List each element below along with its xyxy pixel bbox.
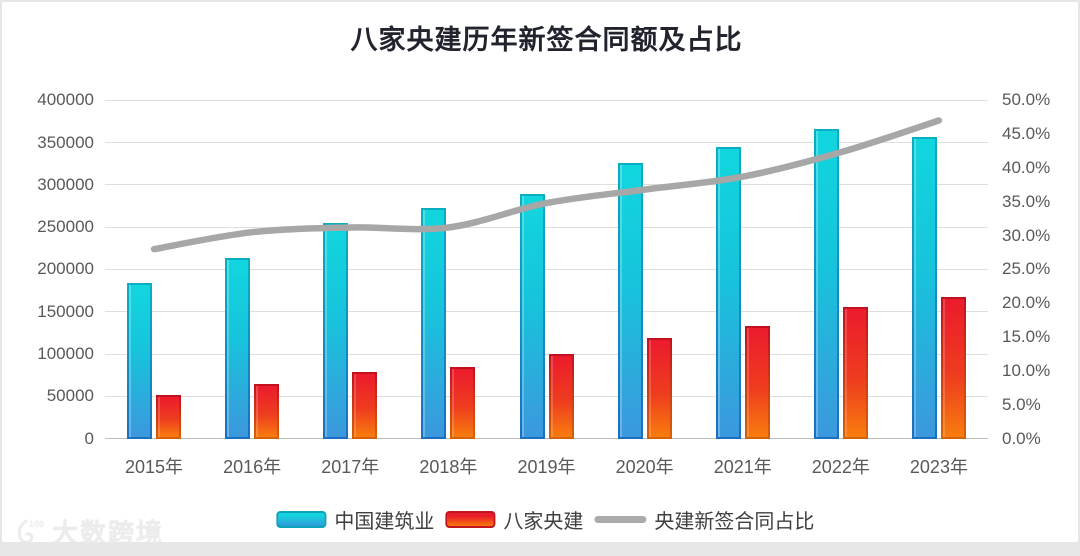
- chart-title: 八家央建历年新签合同额及占比: [350, 25, 743, 55]
- left-axis-tick: 0: [84, 428, 94, 448]
- x-axis-label: 2015年: [125, 456, 184, 477]
- right-axis-tick: 10.0%: [1002, 361, 1051, 380]
- bar-eight-central-2023年: [940, 296, 966, 439]
- x-axis-label: 2017年: [321, 456, 380, 477]
- gridline: [105, 353, 988, 355]
- bar-china-construction-2022年: [813, 128, 839, 439]
- legend-item-eight-central: 八家央建: [445, 505, 583, 534]
- gridline: [105, 99, 988, 101]
- left-axis-tick: 250000: [37, 217, 94, 237]
- left-axis-tick: 400000: [37, 90, 94, 110]
- bar-eight-central-2022年: [842, 307, 868, 439]
- bottom-strip: [2, 542, 1078, 554]
- bar-eight-central-2019年: [548, 354, 574, 439]
- legend-swatch-eight-central: [445, 511, 496, 528]
- right-axis-tick: 35.0%: [1002, 191, 1051, 211]
- x-axis-label: 2018年: [419, 456, 478, 477]
- x-axis-label: 2020年: [615, 456, 674, 477]
- legend: 中国建筑业 八家央建 央建新签合同占比: [276, 505, 814, 534]
- left-axis-tick: 300000: [37, 174, 94, 194]
- bar-eight-central-2021年: [744, 325, 770, 439]
- right-axis-tick: 25.0%: [1002, 259, 1051, 279]
- bar-china-construction-2016年: [225, 258, 251, 439]
- x-axis-label: 2022年: [811, 456, 870, 477]
- x-axis-label: 2019年: [517, 456, 576, 477]
- right-axis-tick: 20.0%: [1002, 293, 1051, 313]
- bar-eight-central-2020年: [646, 337, 672, 439]
- watermark-logo-icon: 100: [17, 519, 44, 544]
- bar-china-construction-2021年: [715, 147, 741, 439]
- bar-china-construction-2017年: [323, 223, 349, 439]
- bar-china-construction-2015年: [127, 282, 153, 439]
- bar-china-construction-2023年: [911, 137, 937, 439]
- legend-item-china-construction: 中国建筑业: [276, 505, 434, 534]
- gridline: [105, 438, 988, 440]
- x-axis-label: 2021年: [713, 456, 772, 477]
- right-axis-tick: 50.0%: [1002, 90, 1051, 110]
- left-axis-tick: 200000: [37, 259, 94, 279]
- left-axis-tick: 350000: [37, 132, 94, 152]
- legend-item-ratio-line: 央建新签合同占比: [594, 505, 814, 534]
- bar-china-construction-2018年: [421, 207, 447, 439]
- left-axis-tick: 50000: [46, 386, 94, 406]
- bar-china-construction-2019年: [519, 193, 545, 439]
- bar-eight-central-2015年: [156, 395, 182, 439]
- gridline: [105, 184, 988, 186]
- gridline: [105, 226, 988, 228]
- gridline: [105, 142, 988, 143]
- gridline: [105, 268, 988, 270]
- right-axis-tick: 40.0%: [1002, 157, 1051, 177]
- right-axis-tick: 45.0%: [1002, 124, 1051, 144]
- legend-label: 央建新签合同占比: [654, 511, 815, 533]
- bar-eight-central-2018年: [450, 366, 476, 439]
- right-axis-tick: 15.0%: [1002, 327, 1051, 347]
- right-axis-tick: 5.0%: [1002, 394, 1041, 414]
- left-axis-tick: 100000: [37, 344, 94, 364]
- bar-eight-central-2016年: [254, 383, 280, 439]
- bar-eight-central-2017年: [352, 371, 378, 439]
- right-axis-tick: 0.0%: [1002, 428, 1041, 448]
- x-axis-label: 2016年: [223, 456, 282, 477]
- legend-swatch-china-construction: [276, 511, 327, 528]
- right-axis-tick: 30.0%: [1002, 225, 1051, 245]
- x-axis-label: 2023年: [909, 456, 968, 477]
- left-axis-tick: 150000: [37, 301, 94, 321]
- gridline: [105, 311, 988, 313]
- bar-china-construction-2020年: [617, 163, 643, 439]
- gridline: [105, 395, 988, 397]
- legend-swatch-ratio-line: [594, 516, 647, 523]
- legend-label: 中国建筑业: [334, 511, 435, 533]
- legend-label: 八家央建: [503, 511, 584, 533]
- svg-text:100: 100: [29, 519, 44, 529]
